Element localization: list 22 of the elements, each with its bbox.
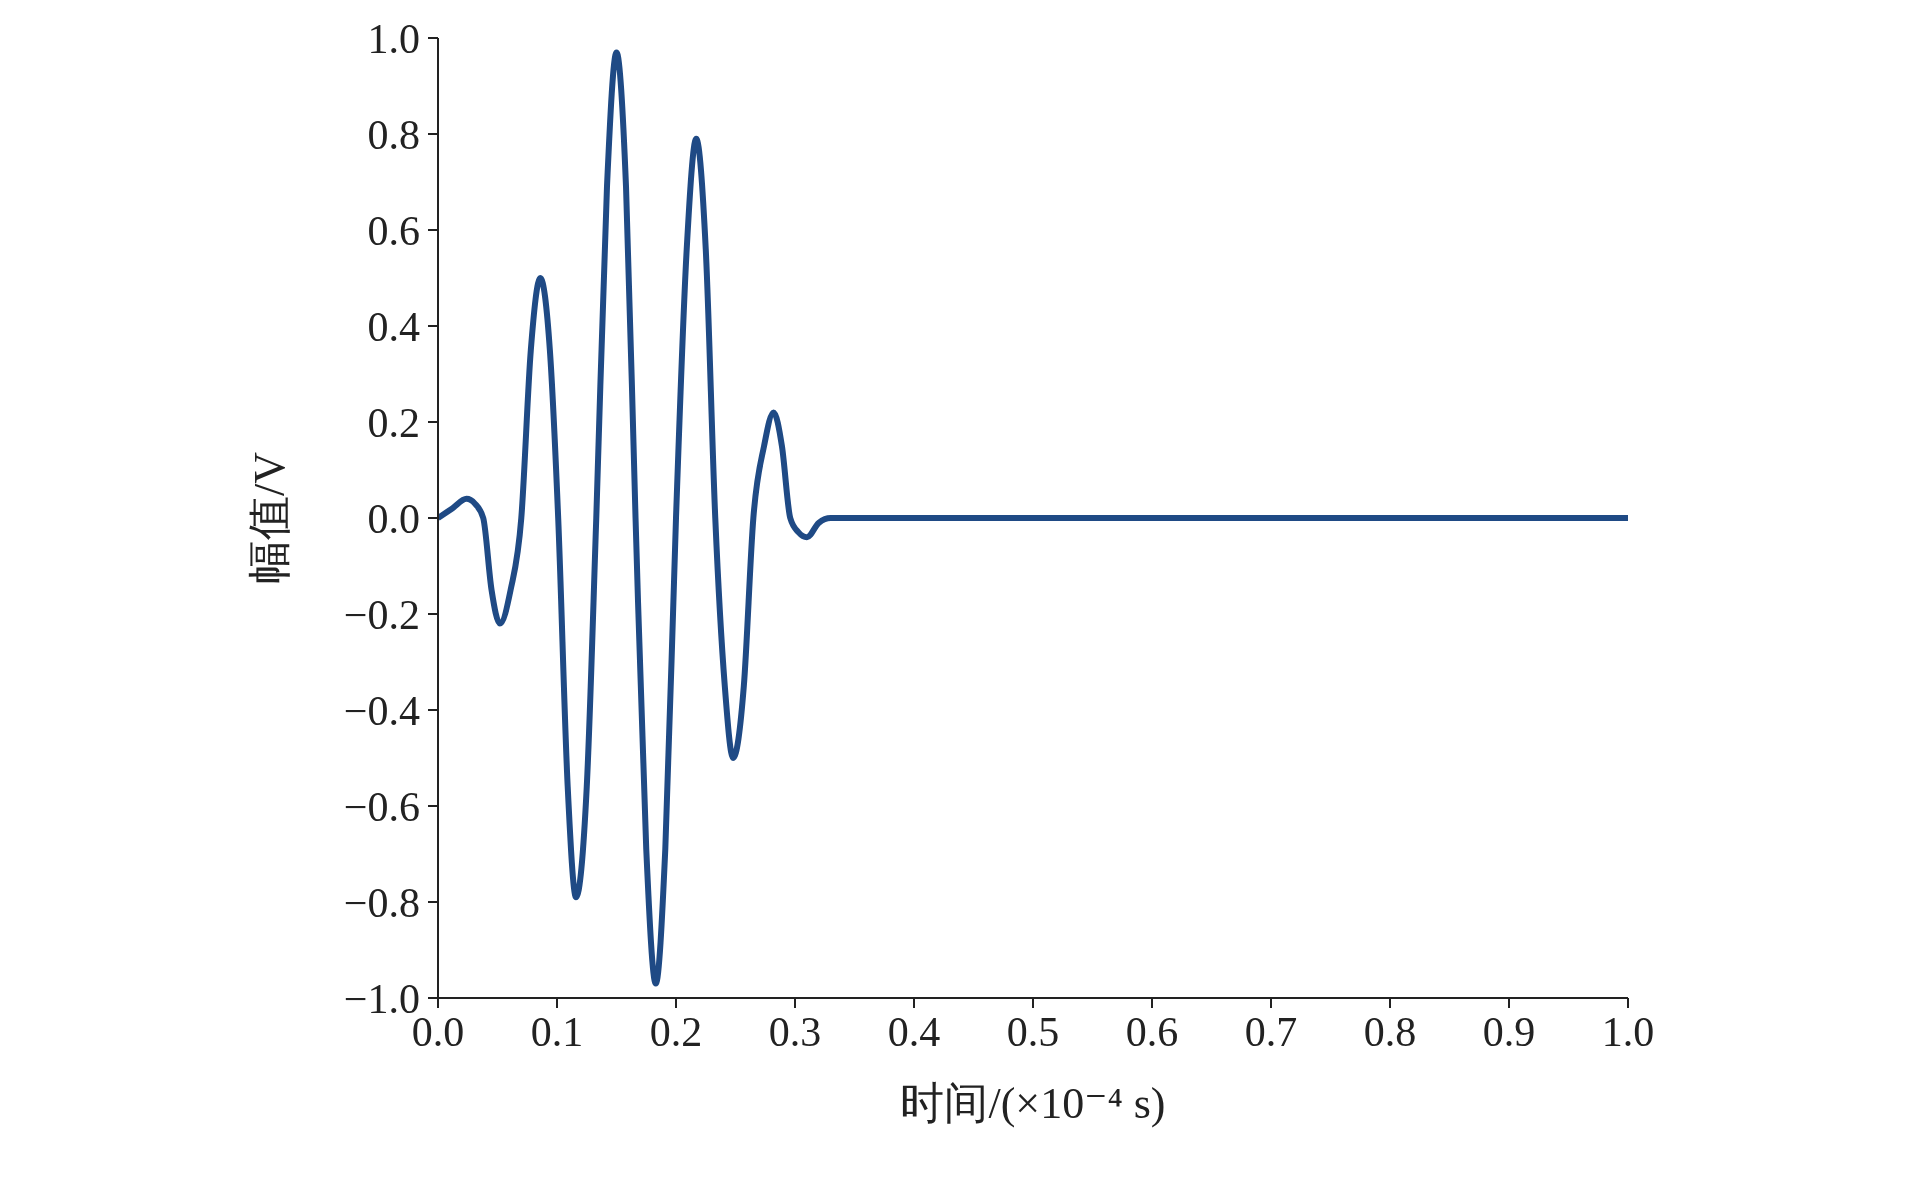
x-tick-label: 0.3 — [768, 1008, 822, 1055]
y-tick-label: 0.0 — [367, 495, 420, 542]
y-tick-label: 0.6 — [367, 207, 420, 254]
x-tick-label: 0.6 — [1125, 1008, 1179, 1055]
y-tick-label: 0.2 — [367, 399, 420, 446]
y-tick-label: −0.8 — [343, 879, 420, 926]
x-tick-label: 0.5 — [1006, 1008, 1060, 1055]
x-tick-label: 0.1 — [530, 1008, 584, 1055]
x-tick-label: 0.2 — [649, 1008, 703, 1055]
y-tick-label: −0.2 — [343, 591, 420, 638]
x-tick-label: 1.0 — [1601, 1008, 1655, 1055]
x-tick-label: 0.4 — [887, 1008, 941, 1055]
x-tick-label: 0.7 — [1244, 1008, 1298, 1055]
x-axis-title: 时间/(×10⁻⁴ s) — [900, 1079, 1166, 1128]
y-tick-label: −0.6 — [343, 783, 420, 830]
y-tick-label: 0.4 — [367, 303, 420, 350]
x-tick-label: 0.8 — [1363, 1008, 1417, 1055]
y-tick-label: 1.0 — [367, 15, 420, 62]
y-axis-title: 幅值/V — [244, 451, 294, 584]
y-tick-label: 0.8 — [367, 111, 420, 158]
x-tick-label: 0.9 — [1482, 1008, 1536, 1055]
y-tick-label: −0.4 — [343, 687, 420, 734]
